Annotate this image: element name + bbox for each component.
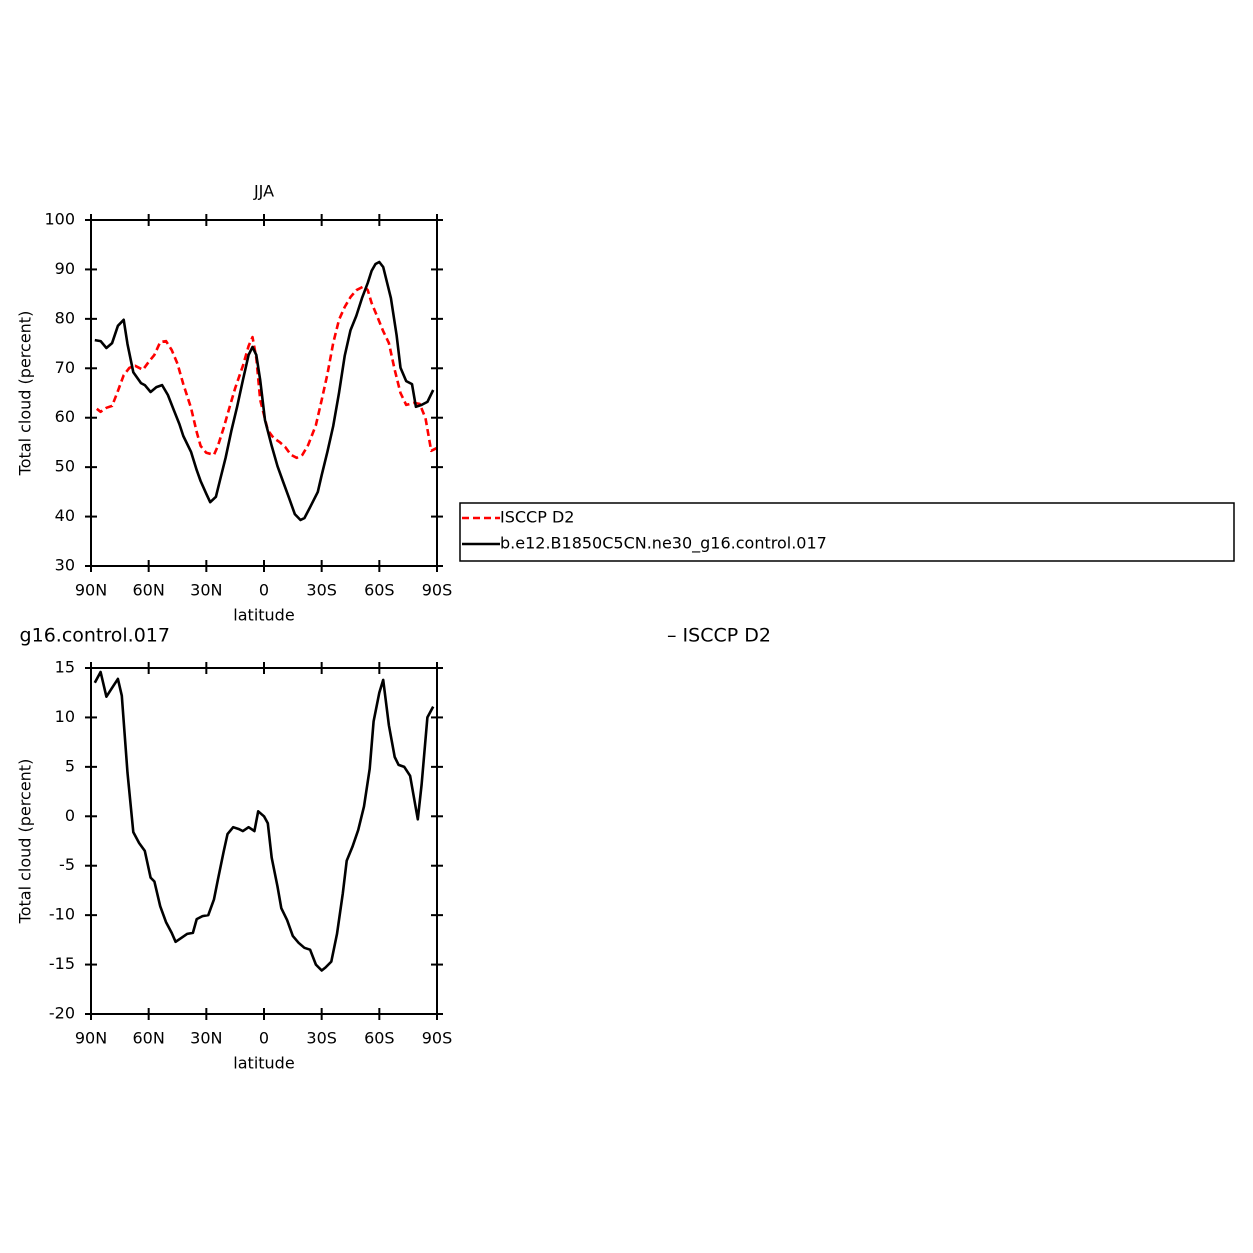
x-tick-label: 0 <box>259 581 269 600</box>
x-tick-label: 60S <box>364 581 395 600</box>
x-tick-label: 30S <box>306 581 337 600</box>
y-tick-label: -10 <box>49 905 75 924</box>
y-axis-label: Total cloud (percent) <box>16 311 35 477</box>
chart-title-part: g16.control.017 <box>20 625 170 647</box>
y-tick-label: -15 <box>49 954 75 973</box>
y-tick-label: 40 <box>55 506 75 525</box>
y-axis-label: Total cloud (percent) <box>16 759 35 925</box>
x-tick-label: 30N <box>190 1029 222 1048</box>
x-tick-label: 90S <box>422 581 453 600</box>
x-tick-label: 60S <box>364 1029 395 1048</box>
x-tick-label: 30N <box>190 581 222 600</box>
y-tick-label: 5 <box>65 756 75 775</box>
y-tick-label: 15 <box>55 658 75 677</box>
y-tick-label: -5 <box>59 855 75 874</box>
x-tick-label: 30S <box>306 1029 337 1048</box>
y-tick-label: 90 <box>55 259 75 278</box>
y-tick-label: 0 <box>65 806 75 825</box>
y-tick-label: 80 <box>55 308 75 327</box>
legend-label: ISCCP D2 <box>500 508 574 527</box>
x-tick-label: 0 <box>259 1029 269 1048</box>
y-tick-label: 60 <box>55 407 75 426</box>
y-tick-label: -20 <box>49 1004 75 1023</box>
y-tick-label: 70 <box>55 358 75 377</box>
plot-frame <box>90 667 438 1015</box>
x-tick-label: 90S <box>422 1029 453 1048</box>
y-tick-label: 10 <box>55 707 75 726</box>
x-tick-label: 90N <box>75 1029 107 1048</box>
y-tick-label: 30 <box>55 556 75 575</box>
chart-title: JJA <box>253 182 274 201</box>
x-axis-label: latitude <box>233 606 294 625</box>
legend-box <box>459 502 1235 562</box>
x-tick-label: 90N <box>75 581 107 600</box>
y-tick-label: 100 <box>44 210 75 229</box>
chart-title-part: – ISCCP D2 <box>667 625 771 647</box>
data-line <box>93 670 435 972</box>
x-tick-label: 60N <box>133 1029 165 1048</box>
y-tick-label: 50 <box>55 457 75 476</box>
data-line <box>94 260 435 522</box>
x-tick-label: 60N <box>133 581 165 600</box>
legend-label: b.e12.B1850C5CN.ne30_g16.control.017 <box>500 534 827 554</box>
x-axis-label: latitude <box>233 1054 294 1073</box>
